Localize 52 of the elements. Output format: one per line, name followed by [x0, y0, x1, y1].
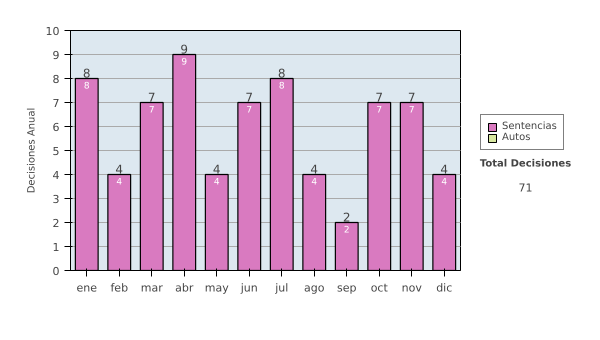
x-tick-label: jul — [274, 282, 288, 294]
data-label: 7 — [408, 106, 415, 116]
data-label: 8 — [84, 82, 90, 92]
total-label: 8 — [278, 66, 286, 80]
total-label: 7 — [245, 90, 254, 104]
total-label: 4 — [115, 162, 124, 176]
x-tick-label: feb — [110, 282, 128, 294]
text: 71 — [518, 181, 532, 194]
total-label: 7 — [408, 90, 416, 104]
y-tick-label: 3 — [52, 193, 60, 206]
total-label: 4 — [310, 162, 318, 176]
y-axis-title: Decisiones Anual — [26, 108, 38, 194]
y-tick-label: 0 — [52, 265, 60, 278]
total-label: 2 — [342, 210, 351, 224]
y-tick-label: 6 — [52, 121, 60, 134]
total-label: 4 — [212, 162, 221, 176]
x-tick-label: abr — [175, 282, 194, 294]
data-label: 2 — [344, 226, 350, 236]
data-label: 4 — [116, 178, 122, 188]
x-tick-label: dic — [436, 282, 452, 294]
y-tick-label: 10 — [46, 25, 60, 38]
total-label: 7 — [148, 90, 156, 104]
legend-label: Sentencias — [502, 121, 557, 132]
x-tick-label: sep — [337, 282, 357, 294]
x-tick-label: mar — [140, 282, 164, 294]
data-label: 7 — [148, 106, 155, 116]
y-tick-label: 5 — [52, 145, 60, 158]
y-tick-label: 1 — [52, 241, 60, 254]
y-tick-label: 9 — [52, 49, 60, 62]
x-tick-label: may — [204, 282, 230, 294]
y-tick-label: 4 — [52, 169, 60, 182]
total-label: 8 — [82, 66, 91, 80]
x-tick-label: ene — [76, 282, 98, 294]
y-tick-label: 8 — [52, 73, 60, 86]
data-label: 8 — [278, 82, 285, 92]
y-tick-label: 7 — [52, 97, 60, 110]
data-label: 4 — [311, 178, 318, 188]
total-label: 9 — [180, 42, 188, 56]
y-tick-label: 2 — [52, 217, 60, 230]
data-label: 7 — [376, 106, 382, 116]
legend-label: Autos — [502, 132, 530, 143]
x-tick-label: oct — [370, 282, 388, 294]
data-label: 7 — [246, 106, 252, 116]
total-label: 7 — [375, 90, 384, 104]
x-tick-label: nov — [402, 282, 422, 294]
x-tick-label: ago — [304, 282, 325, 294]
text: Total Decisiones — [480, 158, 572, 170]
data-label: 4 — [441, 178, 448, 188]
total-label: 4 — [440, 162, 448, 176]
data-label: 4 — [214, 178, 220, 188]
data-label: 9 — [181, 58, 188, 68]
x-tick-label: jun — [240, 282, 258, 294]
